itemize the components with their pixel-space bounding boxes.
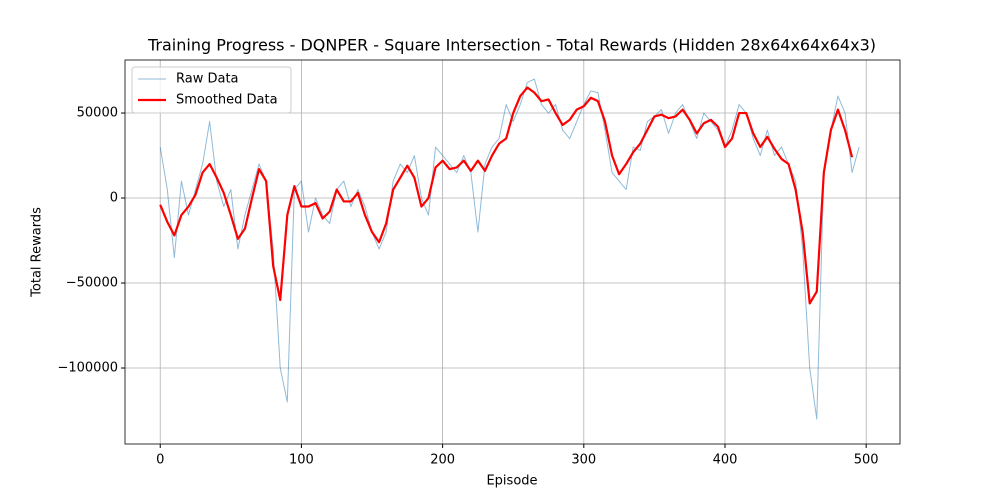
y-tick-label: −100000 bbox=[57, 361, 118, 376]
y-axis-label: Total Rewards bbox=[30, 207, 45, 298]
chart-title: Training Progress - DQNPER - Square Inte… bbox=[147, 36, 876, 55]
x-tick-label: 200 bbox=[430, 453, 455, 468]
legend-box bbox=[131, 66, 292, 114]
y-tick-label: −50000 bbox=[66, 276, 118, 291]
y-tick-label: 50000 bbox=[77, 106, 118, 121]
x-axis-label: Episode bbox=[486, 474, 537, 489]
data-line bbox=[159, 78, 860, 420]
x-tick-label: 400 bbox=[713, 453, 738, 468]
legend: Raw Data Smoothed Data bbox=[131, 66, 292, 114]
x-tick-label: 0 bbox=[156, 453, 164, 468]
x-tick-label: 100 bbox=[289, 453, 314, 468]
legend-label: Raw Data bbox=[176, 72, 239, 87]
legend-label: Smoothed Data bbox=[176, 93, 278, 108]
x-tick-label: 500 bbox=[854, 453, 879, 468]
x-tick-label: 300 bbox=[571, 453, 596, 468]
plot-frame bbox=[124, 59, 901, 445]
data-line bbox=[159, 86, 854, 305]
y-tick-label: 0 bbox=[110, 191, 118, 206]
